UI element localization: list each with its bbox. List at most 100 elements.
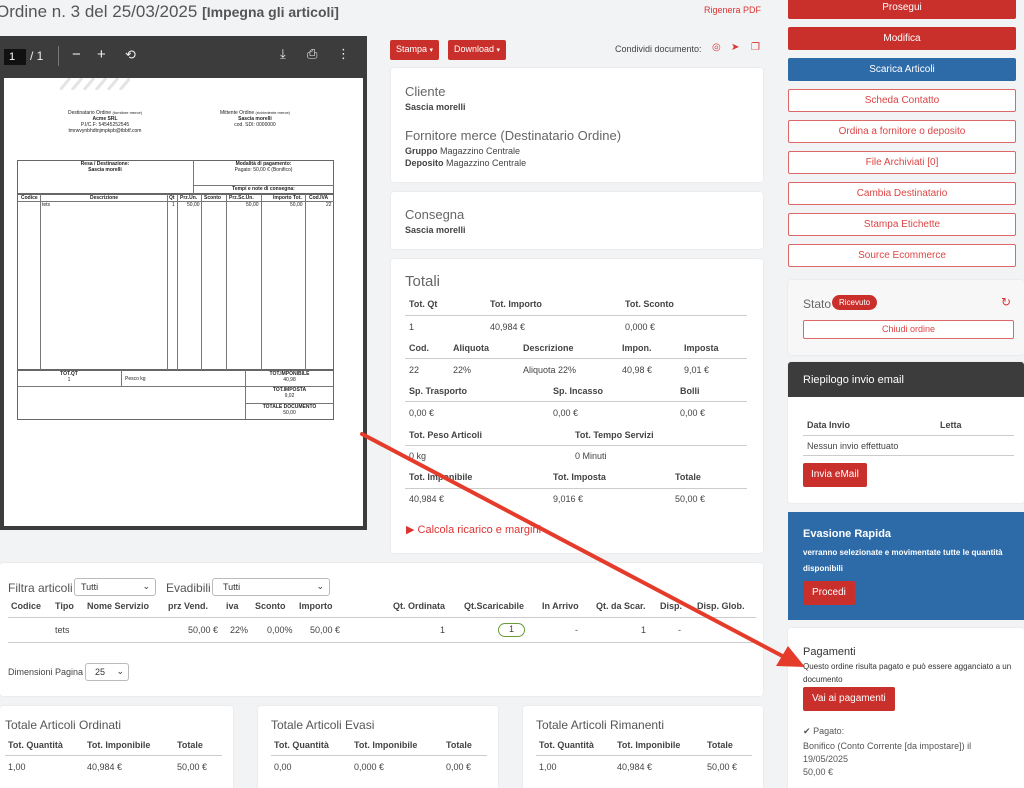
pdf-dest-small: (fornitore merce) [112, 110, 143, 115]
modifica-button[interactable]: Modifica [788, 27, 1016, 50]
cod-header: Cod. [409, 343, 429, 353]
pdf-col-line [167, 194, 168, 370]
pdf-col-qt: Qt [169, 195, 175, 201]
email-title: Riepilogo invio email [803, 374, 904, 386]
col-codice[interactable]: Codice [11, 601, 42, 611]
col-iva[interactable]: iva [226, 601, 239, 611]
download-dropdown[interactable]: Download ▾ [448, 40, 507, 60]
pdf-toolbar: 1 / 1 − + ⟲ ⤓ ⎙ ⋮ [0, 36, 367, 78]
aliquota-header: Aliquota [453, 343, 489, 353]
imponibile-header: Tot. Imponibile [409, 472, 473, 482]
pdf-mitt-name: Sascia morelli [238, 116, 272, 122]
col-disp-glob[interactable]: Disp. Glob. [697, 601, 745, 611]
stato-card: Stato Ricevuto ↻ Chiudi ordine [788, 280, 1024, 355]
ordina-fornitore-button[interactable]: Ordina a fornitore o deposito [788, 120, 1016, 143]
chiudi-ordine-button[interactable]: Chiudi ordine [803, 320, 1014, 339]
row-importo: 50,00 € [310, 625, 341, 635]
email-separator [803, 455, 1014, 456]
summary-title: Totale Articoli Ordinati [5, 718, 122, 732]
evadibili-select[interactable]: Tutti ⌄ [212, 578, 330, 596]
stampa-dropdown[interactable]: Stampa ▾ [390, 40, 440, 60]
vai-pagamenti-button[interactable]: Vai ai pagamenti [803, 687, 895, 711]
impon-value: 40,98 € [622, 365, 653, 375]
page-size-select[interactable]: 25 ⌄ [85, 663, 129, 681]
pdf-modal: Modalità di pagamento: Pagato: 50,00 € (B… [193, 161, 334, 173]
pdf-tot-line [17, 386, 245, 387]
pdf-destination-table [17, 160, 334, 194]
print-icon[interactable]: ⎙ [307, 46, 318, 61]
pdf-dest-vat: P.I/C.F: 54545252545 [80, 122, 130, 128]
scheda-contatto-button[interactable]: Scheda Contatto [788, 89, 1016, 112]
col-disp[interactable]: Disp. [660, 601, 683, 611]
summary-v-tot: 50,00 € [177, 762, 208, 772]
summary-h-qt: Tot. Quantità [8, 740, 63, 750]
zoom-in-icon[interactable]: + [97, 46, 106, 63]
check-icon: ✔ [803, 726, 811, 736]
consegna-title: Consegna [405, 207, 465, 222]
letta-header: Letta [940, 420, 962, 430]
totale-value: 50,00 € [675, 494, 706, 504]
row-prz-vend: 50,00 € [188, 625, 219, 635]
pdf-items-header: Codice Descrizione Qt Prz.Un. Sconto Prz… [17, 195, 334, 201]
calcola-ricarico-link[interactable]: ▶ Calcola ricarico e margini [406, 523, 541, 536]
summary-title: Totale Articoli Rimanenti [536, 718, 665, 732]
incasso-value: 0,00 € [553, 408, 579, 418]
pdf-col-importo: Importo Tot. [273, 195, 302, 201]
source-ecommerce-button[interactable]: Source Ecommerce [788, 244, 1016, 267]
copy-icon[interactable]: ❐ [751, 42, 760, 53]
scarica-articoli-button[interactable]: Scarica Articoli [788, 58, 1016, 81]
stampa-etichette-button[interactable]: Stampa Etichette [788, 213, 1016, 236]
pdf-tot-line [245, 370, 246, 420]
email-none: Nessun invio effettuato [807, 441, 899, 451]
procedi-button[interactable]: Procedi [803, 581, 855, 605]
stato-label: Stato [803, 297, 832, 311]
imponibile-value: 40,984 € [409, 494, 445, 504]
col-prz-vend[interactable]: prz Vend. [168, 601, 209, 611]
pdf-item-price: 50,00 [187, 202, 200, 208]
order-subtitle: [Impegna gli articoli] [202, 4, 339, 20]
pdf-resa-value: Sascia morelli [88, 167, 122, 173]
pdf-col-line [305, 194, 306, 370]
pdf-imp-label: TOT.IMPONIBILE [269, 371, 310, 377]
filtra-select[interactable]: Tutti ⌄ [74, 578, 156, 596]
invia-email-button[interactable]: Invia eMail [803, 463, 867, 487]
summary-v-qt: 0,00 [274, 762, 292, 772]
prosegui-button[interactable]: Prosegui [788, 0, 1016, 19]
telegram-icon[interactable]: ➤ [731, 42, 740, 53]
summary-card-evasi: Totale Articoli Evasi Tot. Quantità Tot.… [258, 706, 498, 788]
bolli-value: 0,00 € [680, 408, 706, 418]
zoom-out-icon[interactable]: − [72, 46, 81, 63]
refresh-icon[interactable]: ↻ [1001, 295, 1012, 309]
rotate-icon[interactable]: ⟲ [125, 47, 136, 62]
pdf-tot-line [121, 370, 122, 386]
col-qt-ordinata[interactable]: Qt. Ordinata [393, 601, 446, 611]
aliquota-value: 22% [453, 365, 472, 375]
file-archiviati-button[interactable]: File Archiviati [0] [788, 151, 1016, 174]
pdf-totqt: TOT.QT 1 [17, 371, 121, 383]
col-sconto[interactable]: Sconto [255, 601, 286, 611]
cambia-destinatario-button[interactable]: Cambia Destinatario [788, 182, 1016, 205]
tot-qt-value: 1 [409, 322, 415, 332]
col-tipo[interactable]: Tipo [55, 601, 74, 611]
col-nome-servizio[interactable]: Nome Servizio [87, 601, 150, 611]
download-icon[interactable]: ⤓ [280, 46, 286, 61]
summary-v-tot: 0,00 € [446, 762, 472, 772]
imposta-tot-header: Tot. Imposta [553, 472, 606, 482]
col-in-arrivo[interactable]: In Arrivo [542, 601, 579, 611]
filtra-label: Filtra articoli [8, 581, 73, 595]
pdf-sender-block: Mittente Ordine (richiedente merce) Sasc… [195, 110, 315, 128]
pdf-dest-hline [193, 185, 334, 186]
qt-scaricabile-input[interactable]: 1 [498, 623, 525, 637]
col-qt-scaricabile[interactable]: Qt.Scaricabile [464, 601, 525, 611]
totali-separator [405, 401, 747, 402]
row-sconto: 0,00% [267, 625, 293, 635]
pdf-col-prezzo-sc: Prz.Sc.Un. [229, 195, 254, 201]
pagato-details: Bonifico (Conto Corrente [da impostare])… [803, 741, 972, 764]
col-importo[interactable]: Importo [299, 601, 333, 611]
col-qt-da-scar[interactable]: Qt. da Scar. [596, 601, 646, 611]
pdf-modal-label: Modalità di pagamento: [235, 161, 292, 167]
whatsapp-icon[interactable]: ◎ [712, 42, 721, 53]
page-number-input[interactable]: 1 [4, 49, 26, 65]
regenerate-pdf-link[interactable]: Rigenera PDF [704, 5, 762, 15]
more-options-icon[interactable]: ⋮ [337, 46, 350, 61]
